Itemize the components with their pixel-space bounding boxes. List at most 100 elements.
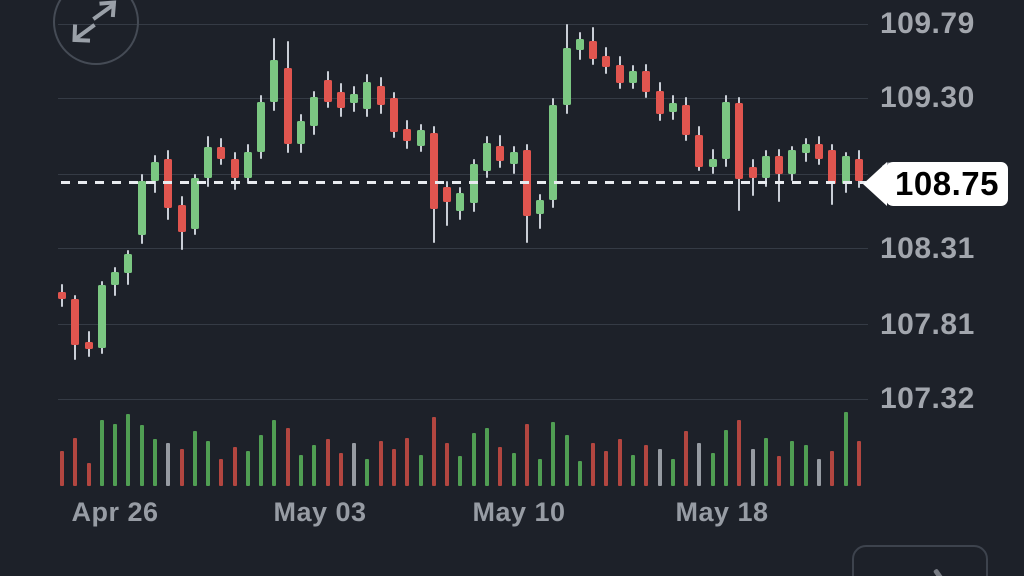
volume-bar (445, 443, 450, 486)
volume-bar (365, 458, 370, 486)
candle-down (336, 92, 345, 108)
candle-up (509, 151, 518, 164)
volume-bar (352, 443, 357, 486)
time-axis-label: May 18 (675, 497, 769, 527)
expand-arrows-icon (53, 0, 139, 65)
volume-bar (325, 439, 330, 486)
candle-down (854, 159, 863, 181)
candle-down (828, 150, 837, 184)
price-tick-label: 107.32 (880, 382, 975, 416)
volume-bar (259, 435, 264, 486)
candle-down (177, 204, 186, 233)
candle-down (682, 104, 691, 135)
candle-down (71, 299, 80, 345)
volume-bar (139, 425, 144, 486)
candle-down (615, 65, 624, 84)
volume-bar (152, 439, 157, 486)
candle-up (801, 144, 810, 154)
volume-bar (856, 440, 861, 486)
gridline (58, 398, 868, 400)
volume-bar (484, 427, 489, 486)
candle-up (536, 200, 545, 214)
candle-up (150, 162, 159, 181)
volume-bar (206, 440, 211, 486)
volume-bar (843, 411, 848, 486)
partial-tool-icon (932, 568, 946, 576)
candle-up (111, 271, 120, 286)
volume-bar (724, 429, 728, 486)
volume-bar (60, 450, 64, 486)
candle-down (775, 156, 784, 175)
candle-down (429, 133, 438, 210)
candle-up (270, 60, 279, 102)
candle-up (350, 93, 359, 104)
volume-bar (378, 440, 383, 486)
volume-bar (285, 427, 290, 486)
volume-bar (73, 437, 78, 486)
volume-bar (617, 439, 622, 486)
volume-bar (299, 454, 304, 486)
candle-up (190, 177, 199, 230)
volume-bar (670, 458, 675, 486)
candle-down (230, 159, 239, 178)
gridline (58, 173, 868, 175)
candle-up (549, 104, 558, 201)
gridline (58, 248, 868, 250)
volume-bar (245, 450, 250, 486)
time-axis-label: Apr 26 (71, 497, 159, 527)
volume-bar (538, 458, 543, 486)
price-tag: 108.75 (886, 162, 1008, 206)
volume-bar (471, 432, 476, 486)
volume-bar (631, 454, 636, 486)
candle-down (323, 80, 332, 102)
volume-bar (179, 448, 184, 486)
candle-down (735, 103, 744, 180)
volume-bar (405, 437, 410, 486)
candle-down (217, 147, 226, 160)
candle-down (84, 341, 93, 350)
candle-down (443, 186, 452, 202)
volume-bar (99, 419, 104, 486)
candle-up (416, 130, 425, 146)
volume-bar (777, 456, 782, 486)
volume-bar (684, 431, 689, 486)
candle-down (376, 86, 385, 105)
candle-up (629, 71, 638, 84)
volume-bar (166, 443, 171, 486)
candle-up (482, 142, 491, 172)
price-tick-label: 109.30 (880, 81, 975, 115)
candle-down (390, 98, 398, 132)
volume-bar (830, 450, 835, 486)
volume-bar (219, 458, 224, 486)
candle-down (496, 145, 505, 161)
volume-bar (392, 448, 396, 486)
candle-up (363, 81, 372, 110)
candle-up (788, 150, 797, 175)
time-axis-label: May 03 (273, 497, 367, 527)
volume-bar (418, 454, 423, 486)
candle-up (257, 101, 266, 152)
price-tag-value: 108.75 (895, 165, 999, 202)
price-tick-label: 108.31 (880, 231, 975, 265)
time-axis-label: May 10 (472, 497, 566, 527)
expand-button[interactable] (40, 0, 170, 74)
candle-up (562, 48, 571, 105)
candle-down (283, 68, 292, 145)
volume-bar (126, 414, 131, 486)
volume-bar (272, 419, 277, 486)
candle-up (310, 96, 319, 126)
volume-bar (312, 445, 317, 486)
candle-up (297, 121, 306, 145)
candle-up (761, 156, 770, 178)
candle-up (841, 156, 850, 184)
candle-wick (778, 148, 781, 202)
volume-bar (498, 447, 503, 486)
volume-bar (816, 458, 821, 486)
candle-down (58, 291, 66, 300)
volume-bar (803, 445, 808, 486)
volume-bar (86, 462, 91, 486)
candle-down (589, 40, 598, 59)
corner-tool-button[interactable] (852, 545, 988, 576)
candle-up (137, 180, 146, 236)
